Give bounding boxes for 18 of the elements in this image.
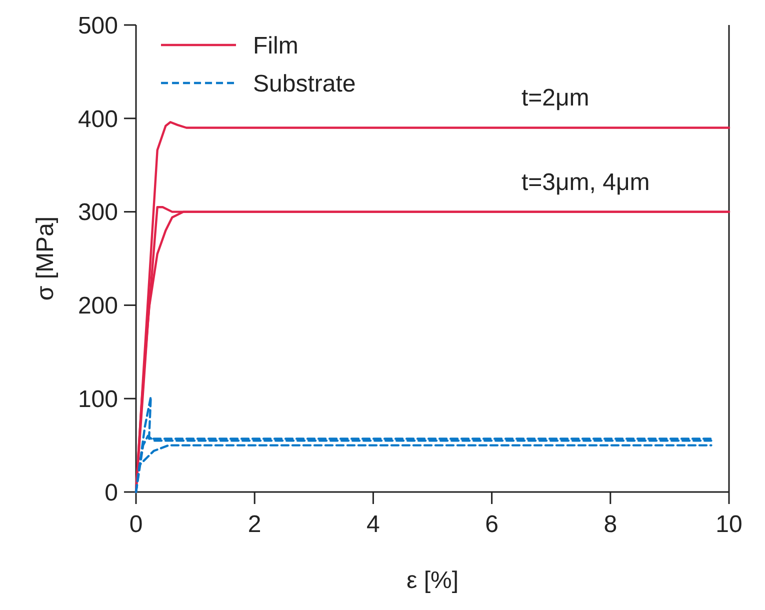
y-tick-label: 0 xyxy=(104,479,118,506)
y-tick-label: 200 xyxy=(78,292,118,320)
annotation: t=3μm, 4μm xyxy=(521,168,650,196)
y-tick-label: 100 xyxy=(78,386,118,413)
y-tick-label: 300 xyxy=(78,199,118,226)
legend-label: Substrate xyxy=(253,70,356,98)
y-axis-title: σ [MPa] xyxy=(32,216,59,301)
legend-label: Film xyxy=(253,32,298,60)
x-axis-title: ε [%] xyxy=(406,567,459,594)
y-tick-label: 500 xyxy=(78,12,118,40)
x-tick-label: 2 xyxy=(248,511,262,538)
annotation: t=2μm xyxy=(521,84,590,112)
x-tick-label: 0 xyxy=(129,511,143,538)
y-tick-label: 400 xyxy=(78,106,118,133)
x-tick-label: 4 xyxy=(366,511,380,538)
x-tick-label: 6 xyxy=(485,511,498,538)
x-tick-label: 10 xyxy=(716,511,742,538)
x-tick-label: 8 xyxy=(604,511,618,538)
